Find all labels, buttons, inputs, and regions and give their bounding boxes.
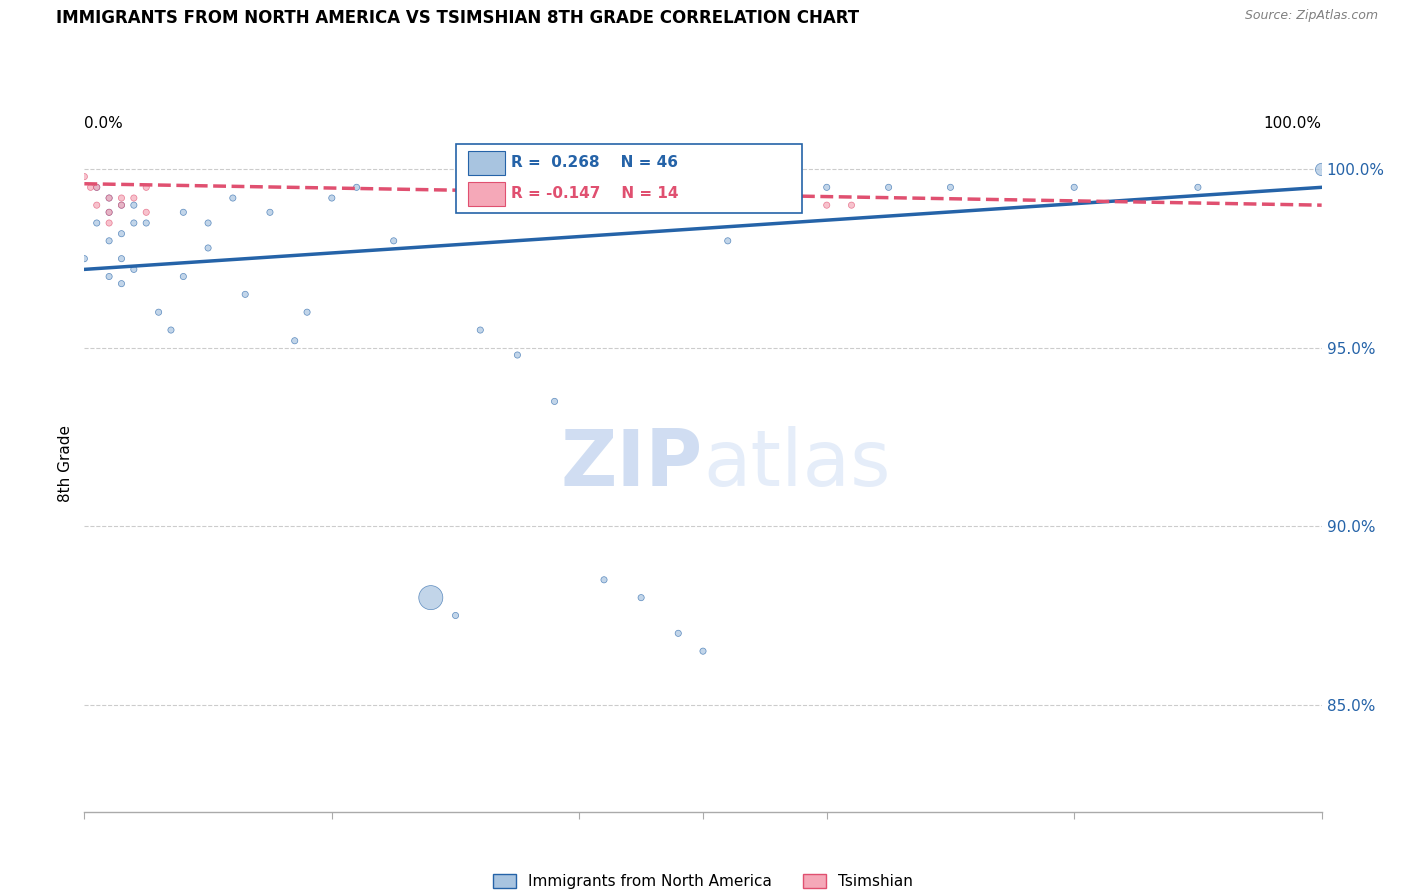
Point <box>419 591 441 605</box>
Point <box>122 191 145 205</box>
Point <box>506 348 529 362</box>
Point <box>692 644 714 658</box>
Point <box>148 305 170 319</box>
Point <box>98 269 121 284</box>
Point <box>122 198 145 212</box>
Text: IMMIGRANTS FROM NORTH AMERICA VS TSIMSHIAN 8TH GRADE CORRELATION CHART: IMMIGRANTS FROM NORTH AMERICA VS TSIMSHI… <box>56 9 859 27</box>
Point <box>110 227 132 241</box>
Point <box>444 608 467 623</box>
Point <box>98 205 121 219</box>
Point <box>98 191 121 205</box>
Point <box>382 234 405 248</box>
Point <box>197 216 219 230</box>
Point <box>110 198 132 212</box>
Point <box>122 216 145 230</box>
Point <box>841 198 863 212</box>
Point <box>73 169 96 184</box>
Point <box>815 180 838 194</box>
Point <box>939 180 962 194</box>
Point <box>98 205 121 219</box>
Point <box>222 191 245 205</box>
Point <box>135 216 157 230</box>
Point <box>346 180 368 194</box>
Point <box>321 191 343 205</box>
Point <box>160 323 183 337</box>
Legend: Immigrants from North America, Tsimshian: Immigrants from North America, Tsimshian <box>486 868 920 892</box>
Point <box>295 305 318 319</box>
Text: ZIP: ZIP <box>561 425 703 502</box>
Text: 100.0%: 100.0% <box>1264 116 1322 131</box>
Point <box>110 198 132 212</box>
Point <box>284 334 307 348</box>
Point <box>98 191 121 205</box>
Text: 0.0%: 0.0% <box>84 116 124 131</box>
Point <box>98 234 121 248</box>
Point <box>1063 180 1085 194</box>
Point <box>73 252 96 266</box>
Point <box>815 198 838 212</box>
FancyBboxPatch shape <box>456 144 801 213</box>
Point <box>630 591 652 605</box>
Point <box>86 216 108 230</box>
Point <box>110 252 132 266</box>
Point <box>86 180 108 194</box>
Point <box>877 180 900 194</box>
Text: R = -0.147    N = 14: R = -0.147 N = 14 <box>512 186 679 202</box>
Point <box>135 180 157 194</box>
Point <box>666 626 689 640</box>
Point <box>172 205 194 219</box>
Point <box>86 198 108 212</box>
Point <box>86 180 108 194</box>
Point <box>110 277 132 291</box>
Point <box>470 323 492 337</box>
Point <box>754 198 776 212</box>
Point <box>197 241 219 255</box>
Point <box>98 216 121 230</box>
FancyBboxPatch shape <box>468 151 505 175</box>
Point <box>172 269 194 284</box>
Point <box>259 205 281 219</box>
Point <box>79 180 101 194</box>
Point <box>543 394 565 409</box>
Point <box>135 205 157 219</box>
FancyBboxPatch shape <box>468 182 505 206</box>
Point <box>233 287 256 301</box>
Text: R =  0.268    N = 46: R = 0.268 N = 46 <box>512 155 678 170</box>
Point <box>593 573 616 587</box>
Text: Source: ZipAtlas.com: Source: ZipAtlas.com <box>1244 9 1378 22</box>
Point <box>1310 162 1333 177</box>
Y-axis label: 8th Grade: 8th Grade <box>58 425 73 502</box>
Point <box>1187 180 1209 194</box>
Point <box>717 234 740 248</box>
Point <box>110 191 132 205</box>
Point <box>122 262 145 277</box>
Text: atlas: atlas <box>703 425 890 502</box>
